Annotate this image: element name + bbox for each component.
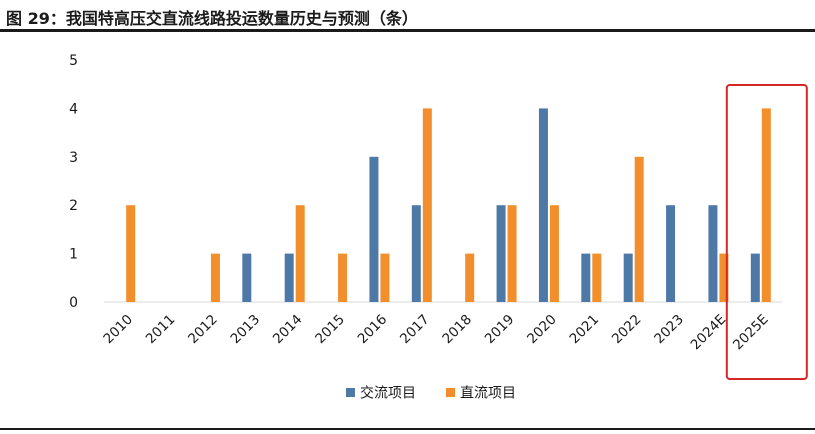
x-tick-label: 2020 — [524, 312, 560, 348]
x-tick-label: 2017 — [397, 312, 433, 348]
bar-dc — [295, 205, 305, 302]
x-tick-label: 2014 — [270, 312, 306, 348]
x-tick-labels: 2010 2011 2012 2013 2014 2015 2016 2017 2018 2019… — [100, 312, 771, 354]
bar-dc — [634, 156, 644, 302]
bar-ac — [369, 156, 379, 302]
y-tick-label: 0 — [69, 295, 78, 311]
bar-dc — [338, 253, 348, 302]
bar-ac — [284, 253, 294, 302]
figure-title-bar: 图 29：我国特高压交直流线路投运数量历史与预测（条） — [0, 0, 815, 32]
bar-ac — [538, 108, 548, 303]
legend-swatch-ac — [346, 388, 355, 397]
bar-dc — [592, 253, 602, 302]
x-tick-label: 2019 — [482, 312, 518, 348]
bar-ac — [666, 205, 676, 302]
bar-chart: 2010 2011 2012 2013 2014 2015 2016 2017 2018 2019… — [69, 53, 808, 402]
x-tick-label: 2013 — [228, 312, 264, 348]
bar-ac — [623, 253, 633, 302]
bar-dc — [465, 253, 475, 302]
bar-dc — [422, 108, 432, 303]
bottom-rule — [0, 428, 815, 430]
bar-dc — [380, 253, 390, 302]
x-tick-label: 2012 — [185, 312, 221, 348]
chart-legend: 交流项目 直流项目 — [346, 385, 516, 402]
bar-dc — [719, 253, 729, 302]
bar-dc — [210, 253, 220, 302]
figure-title: 图 29：我国特高压交直流线路投运数量历史与预测（条） — [6, 9, 418, 28]
bar-ac — [411, 205, 421, 302]
x-tick-label: 2022 — [609, 312, 645, 348]
x-tick-label: 2023 — [651, 312, 687, 348]
x-tick-label: 2024E — [688, 312, 730, 354]
bar-dc — [507, 205, 517, 302]
y-tick-label: 1 — [69, 247, 78, 263]
bar-ac — [750, 253, 760, 302]
bar-ac — [708, 205, 718, 302]
y-tick-label: 2 — [69, 198, 78, 214]
y-tick-label: 5 — [69, 53, 78, 69]
y-tick-labels: 0 1 2 3 4 5 — [69, 53, 78, 311]
chart-bars — [126, 108, 771, 303]
bar-ac — [496, 205, 506, 302]
legend-swatch-dc — [446, 388, 455, 397]
bar-dc — [126, 205, 136, 302]
bar-dc — [549, 205, 559, 302]
x-tick-label: 2016 — [355, 312, 391, 348]
bar-ac — [242, 253, 252, 302]
x-tick-label: 2011 — [143, 312, 179, 348]
legend-label-dc: 直流项目 — [460, 385, 516, 402]
legend-label-ac: 交流项目 — [360, 385, 416, 402]
x-tick-label: 2010 — [100, 312, 136, 348]
x-tick-label: 2018 — [439, 312, 475, 348]
bar-dc — [761, 108, 771, 303]
y-tick-label: 3 — [69, 150, 78, 166]
x-tick-label: 2015 — [312, 312, 348, 348]
x-tick-label: 2021 — [567, 312, 603, 348]
x-tick-label: 2025E — [730, 312, 772, 354]
highlight-box — [725, 84, 808, 380]
y-tick-label: 4 — [69, 101, 78, 117]
bar-ac — [581, 253, 591, 302]
highlight-box-group — [725, 84, 808, 380]
